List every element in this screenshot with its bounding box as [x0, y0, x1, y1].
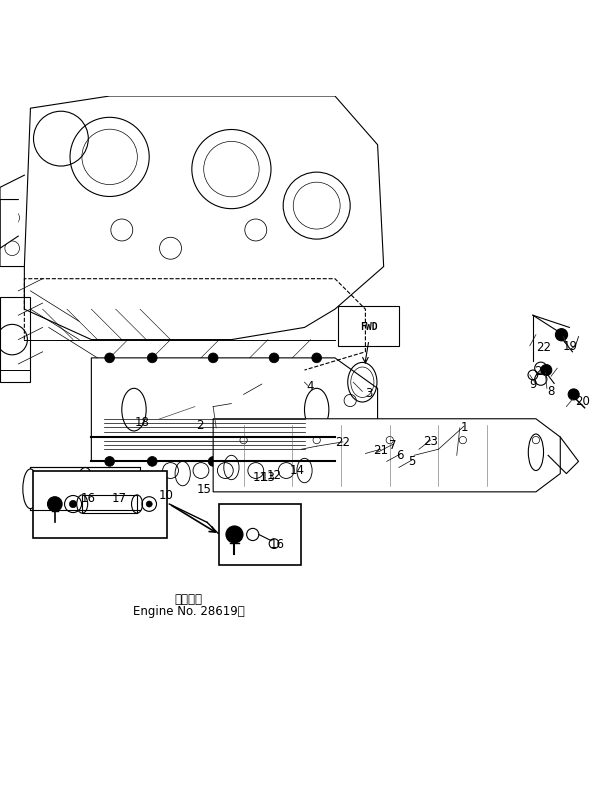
Text: 20: 20 [576, 395, 590, 407]
Circle shape [208, 457, 218, 467]
Circle shape [312, 354, 322, 363]
Text: 2: 2 [196, 419, 203, 431]
Circle shape [555, 330, 568, 342]
Bar [33, 471, 167, 538]
Circle shape [105, 457, 114, 467]
Text: FWD: FWD [360, 322, 377, 332]
Text: Engine No. 28619～: Engine No. 28619～ [133, 605, 245, 618]
Text: 13: 13 [261, 471, 275, 484]
Text: 14: 14 [290, 464, 304, 477]
Text: 11: 11 [253, 471, 268, 484]
Polygon shape [91, 358, 378, 462]
Ellipse shape [76, 468, 94, 511]
Text: 16: 16 [81, 492, 96, 504]
Circle shape [208, 354, 218, 363]
Text: 9: 9 [529, 378, 537, 391]
Bar [0, 298, 30, 383]
Polygon shape [213, 419, 560, 492]
Circle shape [147, 354, 157, 363]
Text: 17: 17 [112, 492, 127, 504]
Text: 6: 6 [396, 448, 404, 461]
Circle shape [269, 354, 279, 363]
Text: 15: 15 [197, 482, 211, 495]
Text: 22: 22 [336, 435, 350, 449]
Ellipse shape [23, 469, 38, 509]
Text: 10: 10 [158, 488, 173, 501]
Polygon shape [0, 200, 18, 249]
Bar [219, 504, 301, 565]
Text: 3: 3 [365, 387, 373, 399]
Text: 5: 5 [408, 454, 415, 467]
Circle shape [226, 526, 243, 543]
Text: 18: 18 [135, 415, 149, 429]
Circle shape [147, 457, 157, 467]
Text: 19: 19 [563, 340, 578, 353]
Circle shape [69, 500, 77, 508]
Text: 12: 12 [267, 468, 282, 482]
Circle shape [541, 365, 552, 376]
Bar [30, 468, 140, 511]
Circle shape [105, 354, 114, 363]
Circle shape [312, 457, 322, 467]
Text: 16: 16 [270, 537, 284, 550]
Circle shape [48, 497, 62, 512]
Circle shape [568, 390, 579, 400]
FancyBboxPatch shape [338, 306, 399, 346]
Text: 22: 22 [535, 364, 549, 377]
Text: 適用号機: 適用号機 [175, 592, 203, 606]
Text: 4: 4 [307, 379, 314, 392]
Text: 21: 21 [373, 444, 388, 456]
Circle shape [146, 501, 152, 508]
Text: 22: 22 [537, 341, 551, 354]
Text: 7: 7 [389, 439, 396, 452]
Bar [82, 496, 137, 513]
Text: 1: 1 [460, 420, 468, 433]
Polygon shape [24, 97, 384, 340]
Text: 23: 23 [423, 434, 438, 447]
Circle shape [269, 457, 279, 467]
Text: 8: 8 [547, 385, 554, 398]
